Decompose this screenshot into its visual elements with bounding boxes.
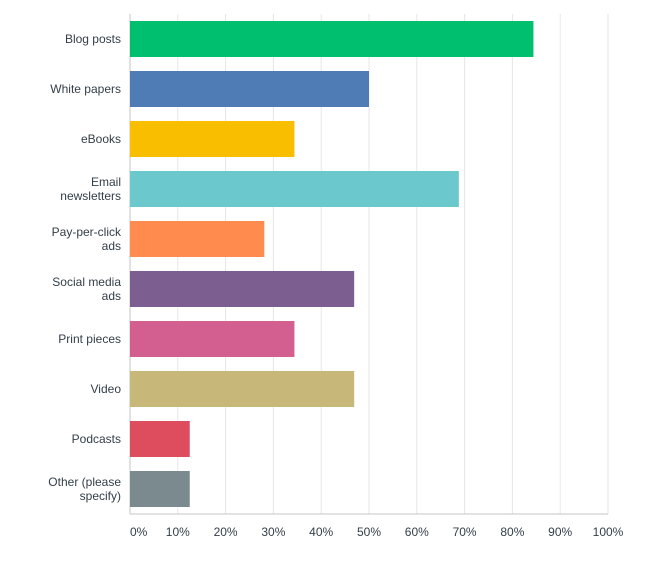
bar[interactable]: Blog posts: 84.4% — [130, 21, 534, 57]
category-label-line: Video — [91, 382, 122, 396]
category-label: eBooks — [81, 132, 121, 146]
category-label: Blog posts — [65, 32, 121, 46]
x-tick-label: 60% — [405, 525, 429, 539]
category-label-line: specify) — [80, 489, 121, 503]
bar[interactable]: eBooks: 34.4% — [130, 121, 295, 157]
category-label: Podcasts — [72, 432, 121, 446]
category-label-line: Email — [91, 175, 121, 189]
bar[interactable]: Social media ads: 46.9% — [130, 271, 355, 307]
x-tick-label: 0% — [130, 525, 148, 539]
x-tick-label: 40% — [309, 525, 333, 539]
category-label: Video — [91, 382, 122, 396]
category-label-line: newsletters — [60, 189, 121, 203]
bar[interactable]: Email newsletters: 68.8% — [130, 171, 459, 207]
x-tick-label: 70% — [453, 525, 477, 539]
bar[interactable]: Pay-per-click ads: 28.1% — [130, 221, 265, 257]
category-label-line: Pay-per-click — [52, 225, 122, 239]
bar[interactable]: Other (please specify): 12.5% — [130, 471, 190, 507]
category-label-line: Podcasts — [72, 432, 121, 446]
category-label-line: Blog posts — [65, 32, 121, 46]
bar[interactable]: Video: 46.9% — [130, 371, 355, 407]
x-tick-label: 100% — [593, 525, 624, 539]
x-tick-label: 10% — [166, 525, 190, 539]
category-label-line: Other (please — [48, 475, 121, 489]
category-label: Other (please specify) — [48, 475, 121, 503]
category-label: Print pieces — [58, 332, 121, 346]
category-label: Pay-per-click ads — [52, 225, 122, 253]
x-tick-label: 20% — [214, 525, 238, 539]
category-label-line: eBooks — [81, 132, 121, 146]
category-label-line: White papers — [50, 82, 121, 96]
category-label-line: Print pieces — [58, 332, 121, 346]
category-label: Email newsletters — [60, 175, 121, 203]
bar[interactable]: White papers: 50% — [130, 71, 369, 107]
x-tick-label: 50% — [357, 525, 381, 539]
x-tick-label: 90% — [548, 525, 572, 539]
bar[interactable]: Podcasts: 12.5% — [130, 421, 190, 457]
category-label: White papers — [50, 82, 121, 96]
category-label: Social media ads — [52, 275, 121, 303]
x-tick-label: 30% — [261, 525, 285, 539]
category-label-line: ads — [102, 289, 121, 303]
x-tick-label: 80% — [500, 525, 524, 539]
category-label-line: Social media — [52, 275, 121, 289]
bar[interactable]: Print pieces: 34.4% — [130, 321, 295, 357]
category-label-line: ads — [102, 239, 121, 253]
